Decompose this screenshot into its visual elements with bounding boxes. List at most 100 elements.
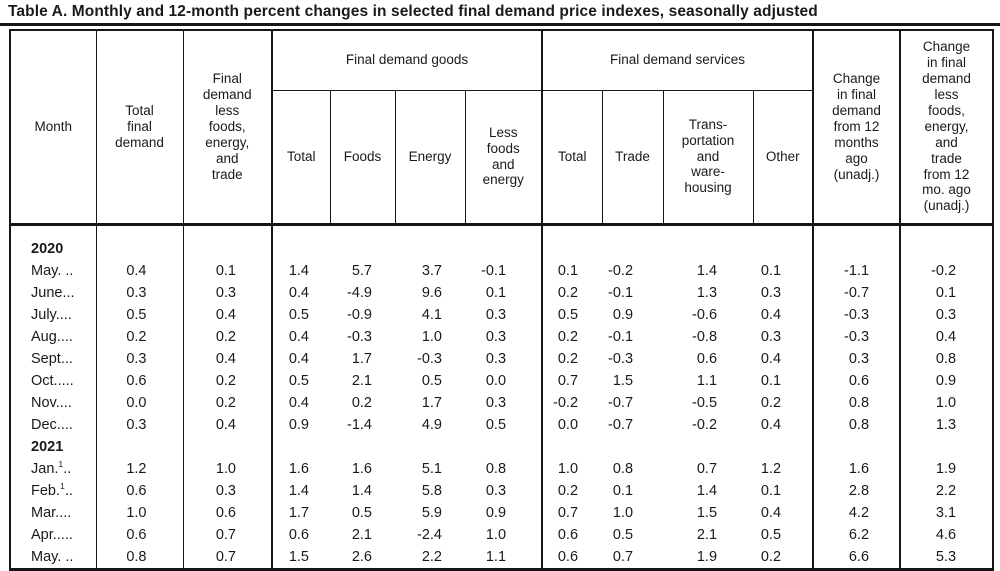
footnote-marker: 1: [58, 458, 64, 469]
value-cell: 0.6: [95, 479, 183, 502]
value-cell: 0.5: [421, 372, 442, 389]
value-cell: -0.2: [899, 259, 994, 282]
value-cell: 6.6: [812, 545, 901, 569]
header-goods-foods: Foods: [329, 90, 395, 224]
data-row: Nov.... 0.0 0.2 0.4 0.2 1.7 0.3 -0.2 -0.7 -0.5 0.2…: [10, 391, 994, 414]
value-cell: [541, 435, 603, 458]
value-cell: 1.2: [95, 457, 183, 480]
value-cell: 1.3: [899, 413, 994, 436]
value-cell: 0.4: [760, 504, 782, 521]
value-cell: 0.2: [182, 369, 272, 392]
value-cell: 1.6: [271, 457, 330, 480]
data-row: June... 0.3 0.3 0.4 -4.9 9.6 0.1 0.2 -0.1 1.3 0.3-…: [10, 281, 994, 304]
data-row: Mar.... 1.0 0.6 1.7 0.5 5.9 0.9 0.7 1.0 1.5 0.4 4.2…: [10, 501, 994, 524]
value-cell: 0.9: [612, 306, 634, 323]
spacer-cell: [395, 224, 465, 238]
spacer-cell: [271, 224, 330, 238]
value-cell: -0.2: [608, 262, 634, 279]
spacer-cell: [95, 224, 183, 238]
value-cell: 1.2: [760, 460, 782, 477]
value-cell: 0.7: [612, 548, 634, 565]
header-group-final-demand-goods: Final demand goods: [270, 30, 543, 91]
header-services-trade: Trade: [601, 90, 664, 224]
value-cell: 0.5: [95, 303, 183, 326]
data-row: Apr..... 0.6 0.7 0.6 2.1 -2.4 1.0 0.6 0.5 2.1 0.5 6…: [10, 523, 994, 546]
value-cell: 0.3: [182, 281, 272, 304]
value-cell: 0.1: [760, 262, 782, 279]
value-cell: [899, 237, 994, 260]
value-cell: 0.7: [541, 369, 603, 392]
header-services-other: Other: [752, 90, 814, 224]
value-cell: [271, 237, 330, 260]
value-cell: 0.2: [541, 281, 603, 304]
value-cell: 0.1: [760, 482, 782, 499]
value-cell: 5.9: [421, 504, 442, 521]
value-cell: -0.3: [812, 325, 901, 348]
table-header: Month Total final demand Final demand le…: [10, 30, 994, 224]
value-cell: -0.9: [347, 306, 372, 323]
year-row: 2021: [10, 435, 994, 458]
value-cell: 0.3: [182, 479, 272, 502]
spacer-cell: [10, 224, 96, 238]
value-cell: 0.5: [612, 526, 634, 543]
value-cell: [182, 237, 272, 260]
value-cell: [663, 436, 753, 458]
value-cell: 1.4: [271, 479, 330, 502]
value-cell: 2.1: [696, 526, 718, 543]
value-cell: -0.5: [692, 394, 718, 411]
value-cell: [541, 237, 603, 260]
value-cell: 4.6: [899, 523, 994, 546]
value-cell: -0.7: [812, 281, 901, 304]
month-label: Oct.....: [31, 372, 74, 389]
value-cell: 3.7: [421, 262, 442, 279]
value-cell: -0.1: [608, 284, 634, 301]
value-cell: [663, 238, 753, 260]
value-cell: [602, 436, 663, 458]
value-cell: 0.4: [182, 303, 272, 326]
value-cell: 0.3: [485, 328, 507, 345]
value-cell: 1.9: [899, 457, 994, 480]
value-cell: -0.3: [347, 328, 372, 345]
value-cell: 2.1: [351, 372, 372, 389]
value-cell: 1.6: [812, 457, 901, 480]
value-cell: 1.3: [696, 284, 718, 301]
value-cell: 0.3: [760, 328, 782, 345]
value-cell: 0.3: [485, 350, 507, 367]
value-cell: 0.4: [760, 416, 782, 433]
value-cell: 0.9: [899, 369, 994, 392]
header-services-transportation-warehousing: Trans- portation and ware- housing: [662, 90, 754, 224]
value-cell: 0.2: [760, 548, 782, 565]
value-cell: 0.1: [899, 281, 994, 304]
value-cell: [753, 436, 813, 458]
value-cell: 4.2: [812, 501, 901, 524]
header-subcolumn-row: Total Foods Energy Less foods and energy…: [10, 90, 993, 224]
value-cell: -1.1: [812, 259, 901, 282]
value-cell: 0.4: [760, 350, 782, 367]
value-cell: 0.1: [485, 284, 507, 301]
spacer-cell: [663, 224, 753, 238]
value-cell: -0.2: [692, 416, 718, 433]
value-cell: 0.2: [541, 347, 603, 370]
month-label: May. ..: [31, 548, 74, 565]
data-row: May. .. 0.8 0.7 1.5 2.6 2.2 1.1 0.6 0.7 1.9 0.2 6.6…: [10, 545, 994, 569]
month-label: Sept...: [31, 350, 73, 367]
spacer-cell: [753, 224, 813, 238]
month-label: Aug....: [31, 328, 73, 345]
value-cell: 1.5: [271, 545, 330, 569]
value-cell: -0.1: [608, 328, 634, 345]
value-cell: 2.2: [899, 479, 994, 502]
value-cell: 0.4: [271, 347, 330, 370]
value-cell: 5.3: [899, 545, 994, 569]
value-cell: 0.6: [541, 523, 603, 546]
value-cell: 1.0: [95, 501, 183, 524]
value-cell: 0.8: [485, 460, 507, 477]
spacer-row: [10, 224, 994, 238]
value-cell: 4.9: [421, 416, 442, 433]
value-cell: 0.2: [182, 391, 272, 414]
value-cell: [812, 237, 901, 260]
value-cell: 1.9: [696, 548, 718, 565]
month-label: Jan.1..: [31, 458, 72, 477]
value-cell: 0.2: [351, 394, 372, 411]
value-cell: [330, 238, 395, 260]
value-cell: 0.8: [812, 391, 901, 414]
